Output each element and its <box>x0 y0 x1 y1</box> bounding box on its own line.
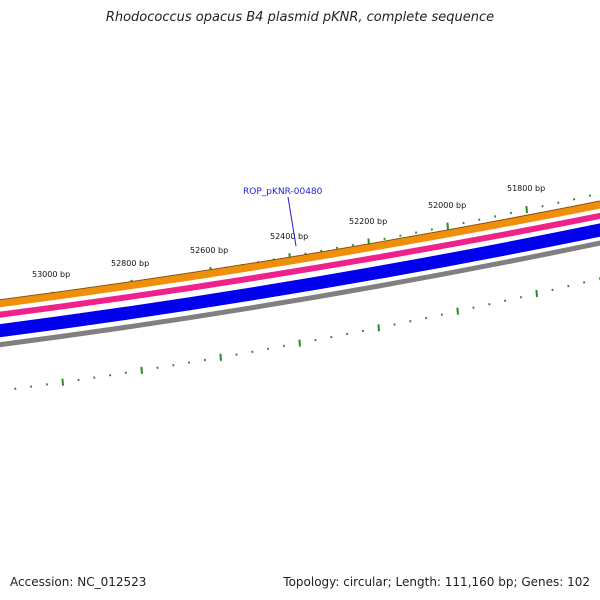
minor-tick <box>399 234 402 238</box>
minor-tick <box>172 364 175 367</box>
minor-tick <box>282 344 286 348</box>
minor-tick <box>393 323 396 326</box>
minor-tick <box>124 371 128 375</box>
minor-tick <box>551 288 554 292</box>
minor-tick <box>187 361 191 364</box>
minor-tick <box>203 358 207 362</box>
map-title: Rhodococcus opacus B4 plasmid pKNR, comp… <box>105 10 495 25</box>
minor-tick <box>509 211 513 215</box>
tick-label: 52200 bp <box>349 217 387 226</box>
tick-label: 52800 bp <box>111 259 149 268</box>
minor-tick <box>424 316 428 320</box>
minor-tick <box>478 218 481 221</box>
minor-tick <box>414 231 418 234</box>
major-tick <box>377 324 380 332</box>
minor-tick <box>488 303 491 306</box>
minor-tick <box>330 335 333 339</box>
major-tick <box>298 339 301 347</box>
major-tick <box>525 206 528 214</box>
minor-tick <box>266 347 270 351</box>
topology-summary: Topology: circular; Length: 111,160 bp; … <box>283 575 590 589</box>
minor-tick <box>251 350 254 354</box>
tick-label: 53000 bp <box>32 270 70 279</box>
minor-tick <box>541 204 544 208</box>
major-tick <box>446 222 449 230</box>
inner-tick-row <box>14 277 600 390</box>
minor-tick <box>108 373 112 377</box>
minor-tick <box>93 376 96 379</box>
minor-tick <box>472 306 475 310</box>
tick-label-group: 53000 bp 52800 bp 52600 bp 52400 bp 52200 bp… <box>32 184 545 279</box>
orange-track <box>0 201 600 308</box>
minor-tick <box>440 313 444 316</box>
minor-tick <box>493 215 497 218</box>
major-tick <box>456 307 459 315</box>
minor-tick <box>29 385 33 388</box>
minor-tick <box>430 228 434 231</box>
minor-tick <box>582 281 586 284</box>
tick-label: 52400 bp <box>270 232 308 241</box>
accession-text: Accession: NC_012523 <box>10 575 147 589</box>
orange-track-edge <box>0 200 600 301</box>
tick-label: 52600 bp <box>190 246 228 255</box>
gray-track <box>0 240 600 348</box>
tick-label: 52000 bp <box>428 201 466 210</box>
minor-tick <box>409 320 412 323</box>
minor-tick <box>45 383 49 386</box>
minor-tick <box>14 387 17 390</box>
major-tick <box>140 366 143 374</box>
minor-tick <box>77 378 80 382</box>
pink-track <box>0 212 600 318</box>
major-tick <box>61 378 64 386</box>
minor-tick <box>235 353 238 356</box>
minor-tick <box>345 332 349 336</box>
major-tick <box>219 353 222 361</box>
minor-tick <box>557 201 560 204</box>
minor-tick <box>335 246 339 250</box>
minor-tick <box>567 284 570 288</box>
minor-tick <box>462 221 465 225</box>
minor-tick <box>519 295 523 299</box>
minor-tick <box>503 299 507 303</box>
minor-tick <box>351 243 355 247</box>
minor-tick <box>156 366 159 370</box>
minor-tick <box>572 197 576 201</box>
minor-tick <box>361 329 365 333</box>
major-tick <box>535 289 538 298</box>
minor-tick <box>314 338 317 342</box>
tick-label: 51800 bp <box>507 184 545 193</box>
minor-tick <box>383 237 386 241</box>
gene-label-rop-pknr-00480[interactable]: ROP_pKNR-00480 <box>243 187 323 197</box>
minor-tick <box>588 194 592 197</box>
blue-track <box>0 223 600 338</box>
gene-label-leader <box>287 196 297 247</box>
